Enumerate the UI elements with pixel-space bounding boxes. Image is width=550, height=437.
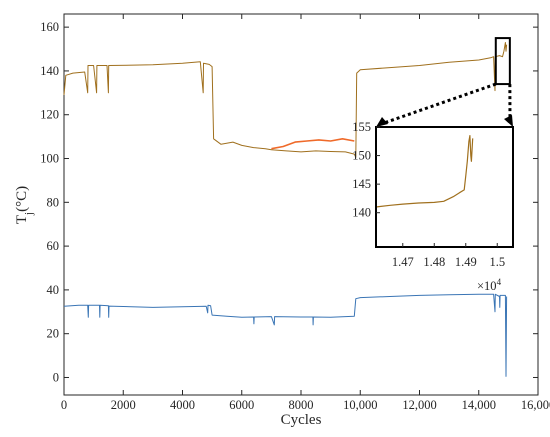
zoom-region-box <box>494 37 511 86</box>
y-tick-label: 120 <box>40 108 59 122</box>
inset-x-tick-label: 1.48 <box>423 255 445 269</box>
main-plot-series <box>63 42 508 377</box>
x-tick-label: 6000 <box>229 398 254 412</box>
inset-y-tick-label: 150 <box>352 149 371 163</box>
y-tick-label: 160 <box>40 20 59 34</box>
x-tick-label: 4000 <box>170 398 195 412</box>
zoom-arrowhead-left <box>376 117 388 127</box>
inset-x-tick-label: 1.5 <box>489 255 505 269</box>
series-line-2 <box>63 293 508 377</box>
y-tick-label: 20 <box>47 327 60 341</box>
inset-x-scale-label: ×104 <box>477 277 502 293</box>
inset-frame <box>375 126 514 248</box>
x-axis-title: Cycles <box>281 412 322 428</box>
y-tick-label: 100 <box>40 152 59 166</box>
zoom-arrowhead-right <box>504 115 513 127</box>
inset-background <box>376 127 513 247</box>
y-axis-title: Tj(°C) <box>14 186 35 224</box>
inset-axis-ticks: 1.47 1.48 1.49 1.5 140 145 150 155 <box>352 120 505 269</box>
x-tick-label: 2000 <box>111 398 136 412</box>
x-tick-label: 16,000 <box>521 398 550 412</box>
y-tick-label: 60 <box>47 239 60 253</box>
inset-plot-series <box>375 135 474 208</box>
x-tick-label: 14,000 <box>462 398 496 412</box>
inset-x-tick-label: 1.49 <box>455 255 477 269</box>
inset-series-line <box>375 135 474 208</box>
series-line-0 <box>63 42 508 158</box>
x-tick-label: 12,000 <box>402 398 436 412</box>
series-line-1 <box>271 138 355 150</box>
y-tick-label: 0 <box>53 370 59 384</box>
x-tick-label: 0 <box>61 398 67 412</box>
inset-y-tick-label: 145 <box>352 177 371 191</box>
inset-x-tick-label: 1.47 <box>392 255 414 269</box>
zoom-arrow-left <box>383 82 497 125</box>
y-tick-label: 40 <box>47 283 60 297</box>
x-tick-label: 8000 <box>289 398 314 412</box>
inset-y-tick-label: 140 <box>352 206 371 220</box>
y-tick-label: 140 <box>40 64 59 78</box>
inset-y-tick-label: 155 <box>352 120 371 134</box>
x-tick-label: 10,000 <box>343 398 377 412</box>
main-axis-ticks: 0 2000 4000 6000 8000 10,000 12,000 14,000 16,00… <box>40 14 550 412</box>
y-tick-label: 80 <box>47 195 60 209</box>
